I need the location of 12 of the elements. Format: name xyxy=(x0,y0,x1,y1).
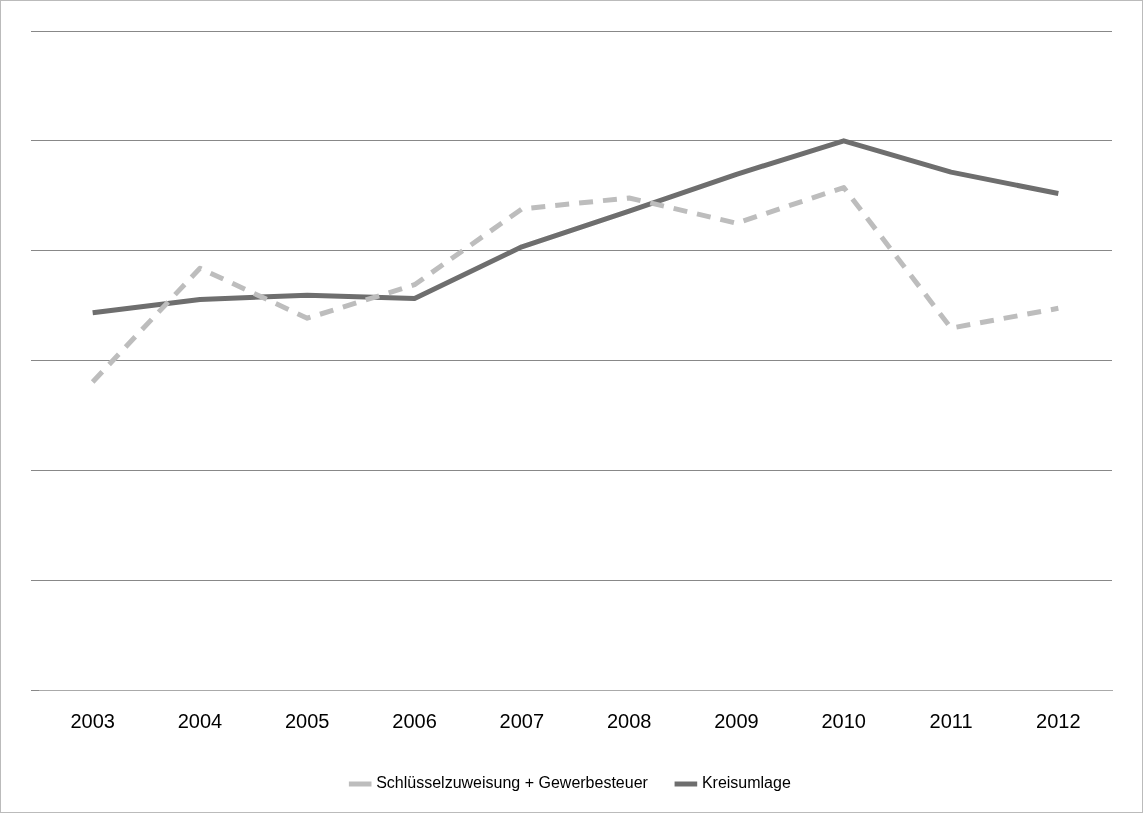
x-tick-label: 2005 xyxy=(285,709,330,732)
x-tick-label: 2011 xyxy=(929,709,973,732)
legend-label: Kreisumlage xyxy=(701,774,791,792)
x-tick-label: 2012 xyxy=(1036,709,1081,732)
x-tick-label: 2010 xyxy=(821,709,866,732)
x-tick-label: 2007 xyxy=(499,709,545,732)
x-tick-label: 2008 xyxy=(606,709,652,732)
x-tick-label: 2009 xyxy=(714,709,759,732)
x-tick-label: 2004 xyxy=(177,709,223,732)
x-tick-label: 2006 xyxy=(392,709,437,732)
legend-label: Schlüsselzuweisung + Gewerbesteuer xyxy=(376,774,649,792)
x-tick-label: 2003 xyxy=(70,709,115,732)
